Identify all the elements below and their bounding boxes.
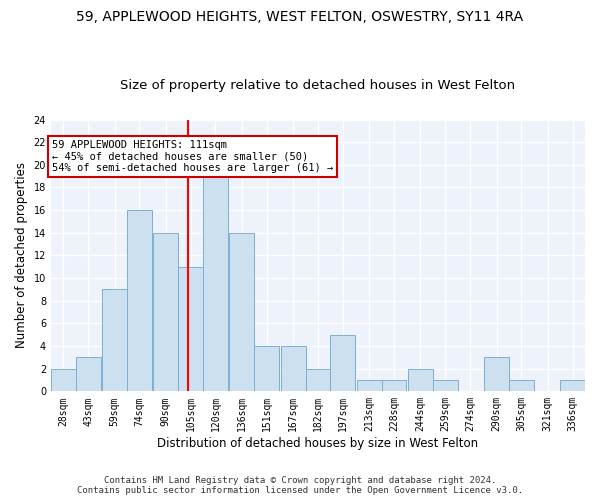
Bar xyxy=(102,290,127,392)
Bar xyxy=(408,368,433,392)
Text: 59 APPLEWOOD HEIGHTS: 111sqm
← 45% of detached houses are smaller (50)
54% of se: 59 APPLEWOOD HEIGHTS: 111sqm ← 45% of de… xyxy=(52,140,333,173)
Y-axis label: Number of detached properties: Number of detached properties xyxy=(15,162,28,348)
Bar xyxy=(229,233,254,392)
Bar xyxy=(433,380,458,392)
Bar xyxy=(509,380,534,392)
Bar xyxy=(484,358,509,392)
Title: Size of property relative to detached houses in West Felton: Size of property relative to detached ho… xyxy=(121,79,515,92)
Bar xyxy=(51,368,76,392)
Bar xyxy=(178,267,203,392)
Bar xyxy=(254,346,279,392)
Bar xyxy=(560,380,585,392)
Bar xyxy=(154,233,178,392)
Text: 59, APPLEWOOD HEIGHTS, WEST FELTON, OSWESTRY, SY11 4RA: 59, APPLEWOOD HEIGHTS, WEST FELTON, OSWE… xyxy=(76,10,524,24)
Bar xyxy=(76,358,101,392)
Bar xyxy=(331,334,355,392)
Bar xyxy=(357,380,382,392)
Bar xyxy=(382,380,406,392)
Bar xyxy=(127,210,152,392)
Bar xyxy=(305,368,331,392)
Text: Contains HM Land Registry data © Crown copyright and database right 2024.
Contai: Contains HM Land Registry data © Crown c… xyxy=(77,476,523,495)
X-axis label: Distribution of detached houses by size in West Felton: Distribution of detached houses by size … xyxy=(157,437,479,450)
Bar xyxy=(203,165,228,392)
Bar xyxy=(281,346,305,392)
